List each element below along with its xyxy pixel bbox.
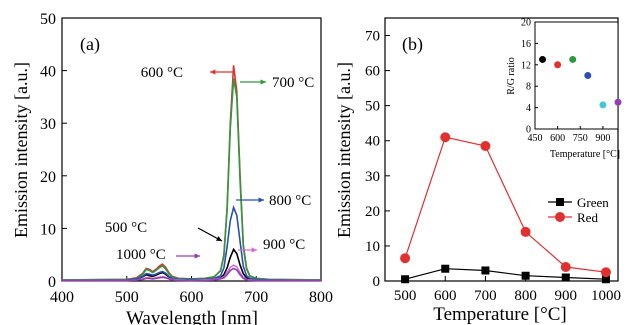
series-line xyxy=(62,267,321,282)
x-tick-label: 700 xyxy=(474,288,497,304)
y-tick-label: 50 xyxy=(40,11,56,28)
annotation-label: 900 °C xyxy=(263,237,305,253)
y-tick-label: 30 xyxy=(40,116,56,133)
panel-b-label: (b) xyxy=(402,34,423,55)
y-tick-label: 70 xyxy=(365,29,380,45)
y-tick-label: 4 xyxy=(526,103,531,114)
inset-point xyxy=(599,101,607,109)
data-point xyxy=(441,264,450,273)
y-tick-label: 16 xyxy=(521,39,531,50)
inset-point xyxy=(614,98,622,106)
data-point xyxy=(600,267,611,278)
y-tick-label: 10 xyxy=(40,221,56,238)
inset-plot: Temperature [°C] R/G ratio 450 600 750 900 0… xyxy=(506,18,622,160)
x-tick-label: 400 xyxy=(50,289,74,306)
y-tick-label: 50 xyxy=(365,99,380,115)
panel-a-xlabel: Wavelength [nm] xyxy=(126,308,258,325)
data-point xyxy=(560,261,571,272)
data-point xyxy=(480,140,491,151)
panel-b-frame xyxy=(384,17,619,282)
annotation-arrowhead xyxy=(251,247,257,253)
series-line xyxy=(61,247,321,282)
inset-frame xyxy=(534,21,619,130)
y-tick-label: 0 xyxy=(373,274,381,290)
annotation-label: 600 °C xyxy=(141,65,183,81)
x-tick-label: 450 xyxy=(528,133,543,144)
y-tick-label: 40 xyxy=(40,64,56,81)
x-tick-label: 900 xyxy=(595,133,610,144)
y-tick-label: 0 xyxy=(48,274,56,291)
x-tick-label: 1000 xyxy=(591,288,621,304)
panel-b-series xyxy=(400,132,611,284)
x-tick-label: 900 xyxy=(555,288,578,304)
panel-b-xlabel: Temperature [°C] xyxy=(433,304,566,325)
annotation-arrowhead xyxy=(210,69,216,75)
panel-a-label: (a) xyxy=(80,34,100,55)
annotation-arrowhead xyxy=(260,79,266,85)
inset-point xyxy=(539,55,547,63)
data-point xyxy=(601,275,610,284)
panel-b: (b) Temperature [°C] Emission intensity … xyxy=(334,17,621,325)
y-tick-label: 30 xyxy=(365,169,380,185)
panel-a-series xyxy=(61,65,322,282)
series-line xyxy=(404,136,606,273)
inset-ylabel: R/G ratio xyxy=(506,57,517,95)
x-tick-label: 500 xyxy=(115,289,139,306)
y-tick-label: 20 xyxy=(40,169,56,186)
annotation-label: 500 °C xyxy=(105,220,147,236)
x-tick-label: 800 xyxy=(514,288,537,304)
annotation-label: 1000 °C xyxy=(116,247,166,263)
data-point xyxy=(520,226,531,237)
data-point xyxy=(440,132,451,143)
x-tick-label: 700 xyxy=(244,289,268,306)
x-tick-label: 800 xyxy=(309,289,333,306)
y-tick-label: 20 xyxy=(521,18,531,29)
y-tick-label: 20 xyxy=(365,204,380,220)
inset-point xyxy=(554,61,562,69)
inset-points xyxy=(539,55,622,109)
y-tick-label: 0 xyxy=(526,125,531,136)
annotation-arrowhead xyxy=(216,236,222,241)
legend-label: Red xyxy=(577,210,598,225)
inset-point xyxy=(584,72,592,79)
legend-label: Green xyxy=(577,195,609,210)
legend-marker xyxy=(555,212,565,222)
x-tick-label: 600 xyxy=(434,288,457,304)
series-line xyxy=(404,268,606,280)
data-point xyxy=(481,266,490,275)
data-point xyxy=(400,253,411,264)
data-point xyxy=(521,271,530,280)
panel-a-annotations: 600 °C 700 °C 800 °C 500 °C 900 °C 1000 °C xyxy=(105,65,314,263)
panel-a: (a) Wavelength [nm] Emission intensity [… xyxy=(11,11,333,325)
data-point xyxy=(561,273,570,282)
inset-xlabel: Temperature [°C] xyxy=(550,149,620,160)
x-tick-label: 750 xyxy=(573,133,588,144)
y-tick-label: 10 xyxy=(365,239,380,255)
inset-point xyxy=(569,55,577,63)
x-tick-label: 600 xyxy=(550,133,565,144)
annotation-label: 800 °C xyxy=(269,193,311,209)
y-tick-label: 40 xyxy=(365,134,380,150)
panel-a-axes: 400 500 600 700 800 0 10 20 30 40 50 xyxy=(40,11,333,306)
legend-marker xyxy=(556,198,564,206)
panel-b-ylabel: Emission intensity [a.u.] xyxy=(334,62,354,238)
inset-axes: 450 600 750 900 0 4 8 12 16 20 xyxy=(521,18,610,145)
y-tick-label: 60 xyxy=(365,64,380,80)
annotation-arrowhead xyxy=(194,253,200,259)
y-tick-label: 12 xyxy=(521,60,531,71)
data-point xyxy=(401,275,410,284)
y-tick-label: 8 xyxy=(526,82,531,93)
annotation-label: 700 °C xyxy=(272,75,314,91)
annotation-arrowhead xyxy=(258,197,264,203)
x-tick-label: 500 xyxy=(394,288,417,304)
x-tick-label: 600 xyxy=(180,289,204,306)
panel-a-ylabel: Emission intensity [a.u.] xyxy=(11,62,31,238)
